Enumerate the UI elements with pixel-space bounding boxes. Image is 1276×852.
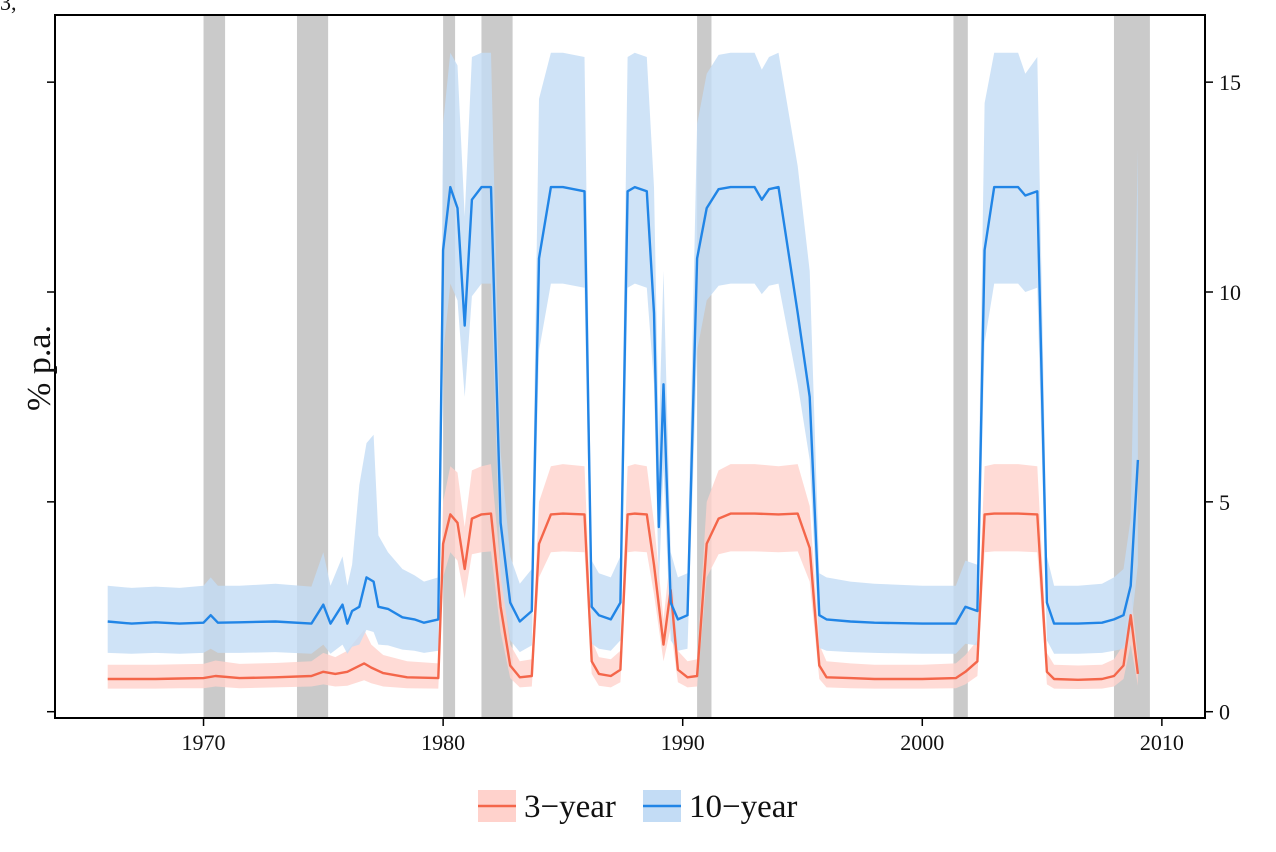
- y-tick-label: 0: [1219, 700, 1230, 725]
- confidence-bands: [107, 52, 1138, 689]
- x-axis: 1970 1980 1990 2000 2010: [182, 718, 1184, 755]
- x-tick-label: 2000: [900, 730, 944, 755]
- x-tick-label: 2010: [1140, 730, 1184, 755]
- y-axis-label: % p.a.: [21, 325, 58, 411]
- y-axis-right: 0 5 10 15: [47, 70, 1241, 725]
- legend: 3−year 10−year: [478, 789, 797, 825]
- x-tick-label: 1990: [661, 730, 705, 755]
- recession-bar-5: [953, 15, 968, 718]
- series-lines: [107, 185, 1140, 681]
- legend-label-0: 3−year: [524, 789, 616, 825]
- recession-bar-0: [203, 15, 226, 718]
- plot-frame: [54, 14, 1206, 719]
- x-tick-label: 1970: [182, 730, 226, 755]
- y-tick-label: 15: [1219, 70, 1241, 95]
- line-series-0: [107, 512, 1140, 681]
- band-series-0: [107, 464, 1138, 689]
- x-tick-label: 1980: [421, 730, 465, 755]
- corner-text: 3,: [0, 0, 17, 15]
- recession-bar-2: [443, 15, 456, 718]
- band-series-1: [107, 52, 1138, 654]
- line-series-1: [107, 185, 1140, 625]
- y-tick-label: 10: [1219, 280, 1241, 305]
- legend-label-1: 10−year: [689, 789, 797, 825]
- y-tick-label: 5: [1219, 490, 1230, 515]
